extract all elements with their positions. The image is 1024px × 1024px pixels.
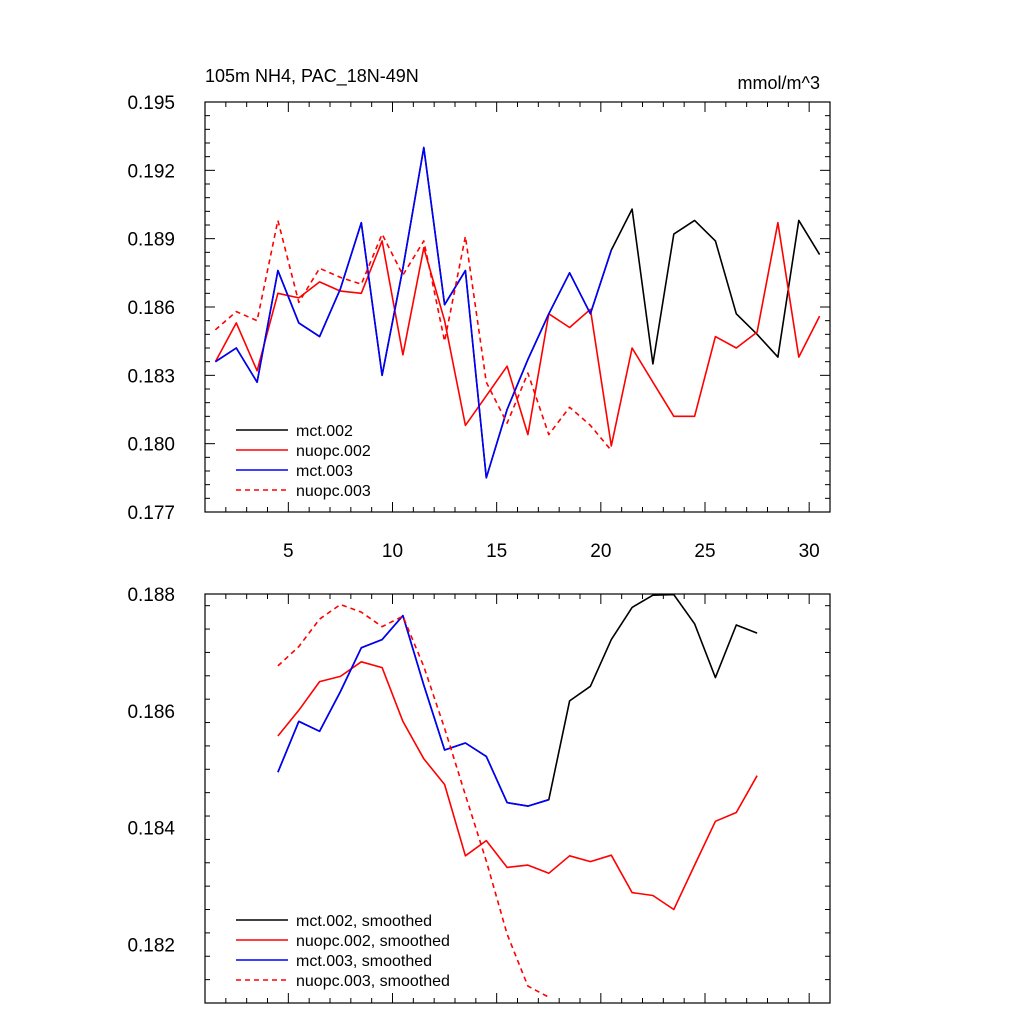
legend-bottom: mct.002, smoothed nuopc.002, smoothed mct.…: [236, 913, 450, 990]
legend-label: nuopc.003: [296, 483, 371, 500]
y-tick-label: 0.188: [127, 585, 175, 606]
bottom-panel: 510152025300.1820.1840.1860.188mct.002, …: [127, 585, 831, 1004]
series-line-mct-003-smoothed: [277, 614, 550, 807]
legend-label: mct.003, smoothed: [296, 953, 432, 970]
legend-label: nuopc.003, smoothed: [296, 973, 450, 990]
series-line-nuopc-002-smoothed: [277, 660, 758, 911]
y-tick-label: 0.180: [127, 435, 175, 456]
legend-label: nuopc.002, smoothed: [296, 933, 450, 950]
series-line-nuopc-002: [214, 221, 821, 447]
y-tick-label: 0.195: [127, 93, 175, 114]
top-panel: 5 10 15 20 25 30 0.177 0.180 0.183 0.186 0.189 0.19…: [127, 93, 831, 562]
series-line-mct-002-smoothed: [277, 594, 758, 807]
y-tick-label: 0.186: [127, 702, 175, 723]
legend-label: nuopc.002: [296, 443, 371, 460]
legend-top: mct.002 nuopc.002 mct.003 nuopc.003: [236, 423, 371, 500]
y-tick-label: 0.177: [127, 503, 175, 524]
series-line-mct-003: [214, 146, 613, 479]
y-tick-label: 0.184: [127, 819, 175, 840]
x-tick-label: 5: [283, 541, 294, 562]
x-tick-label: 20: [590, 541, 611, 562]
y-tick-label: 0.189: [127, 230, 175, 251]
legend-label: mct.002, smoothed: [296, 913, 432, 930]
y-tick-label: 0.182: [127, 936, 175, 957]
y-tick-label: 0.192: [127, 161, 175, 182]
legend-label: mct.003: [296, 463, 353, 480]
series-line-nuopc-003: [214, 219, 612, 452]
legend-label: mct.002: [296, 423, 353, 440]
y-tick-label: 0.183: [127, 366, 175, 387]
series-line-nuopc-003-smoothed: [277, 603, 550, 998]
x-tick-label: 15: [486, 541, 507, 562]
units-label: mmol/m^3: [738, 73, 820, 93]
y-tick-label: 0.186: [127, 298, 175, 319]
chart-title: 105m NH4, PAC_18N-49N: [205, 66, 419, 87]
x-tick-label: 25: [694, 541, 715, 562]
x-tick-label: 30: [799, 541, 820, 562]
x-tick-label: 10: [382, 541, 403, 562]
